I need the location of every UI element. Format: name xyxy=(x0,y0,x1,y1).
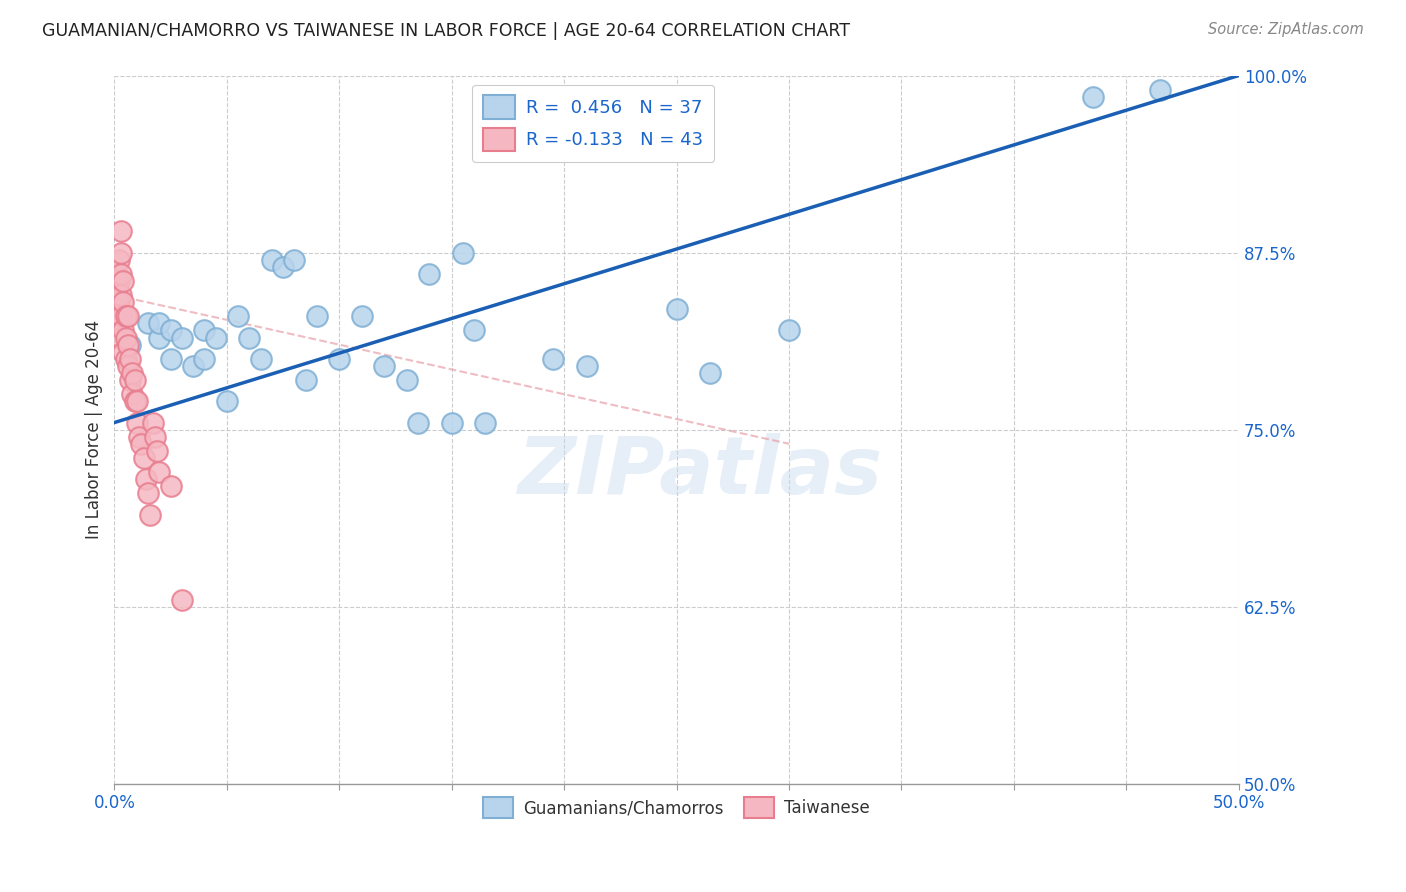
Point xyxy=(159,351,181,366)
Point xyxy=(193,323,215,337)
Point xyxy=(778,323,800,337)
Legend: Guamanians/Chamorros, Taiwanese: Guamanians/Chamorros, Taiwanese xyxy=(477,790,876,825)
Text: GUAMANIAN/CHAMORRO VS TAIWANESE IN LABOR FORCE | AGE 20-64 CORRELATION CHART: GUAMANIAN/CHAMORRO VS TAIWANESE IN LABOR… xyxy=(42,22,851,40)
Point xyxy=(117,337,139,351)
Point xyxy=(112,323,135,337)
Point xyxy=(699,366,721,380)
Point xyxy=(112,295,135,310)
Point xyxy=(110,310,132,324)
Point xyxy=(1081,89,1104,103)
Point xyxy=(120,351,142,366)
Point xyxy=(121,387,143,401)
Text: ZIPatlas: ZIPatlas xyxy=(516,434,882,511)
Point xyxy=(215,394,238,409)
Point xyxy=(131,437,153,451)
Point xyxy=(148,465,170,479)
Point xyxy=(440,416,463,430)
Point xyxy=(120,337,142,351)
Point xyxy=(128,430,150,444)
Point xyxy=(110,267,132,281)
Point xyxy=(260,252,283,267)
Point xyxy=(121,366,143,380)
Point xyxy=(108,295,131,310)
Point xyxy=(159,323,181,337)
Point xyxy=(148,317,170,331)
Point xyxy=(204,330,226,344)
Point xyxy=(294,373,316,387)
Point xyxy=(139,508,162,522)
Point xyxy=(350,310,373,324)
Point xyxy=(105,302,128,317)
Y-axis label: In Labor Force | Age 20-64: In Labor Force | Age 20-64 xyxy=(86,320,103,539)
Point xyxy=(143,430,166,444)
Point xyxy=(146,443,169,458)
Point xyxy=(373,359,395,373)
Point xyxy=(305,310,328,324)
Point xyxy=(108,274,131,288)
Point xyxy=(125,416,148,430)
Point xyxy=(226,310,249,324)
Point xyxy=(170,592,193,607)
Point xyxy=(665,302,688,317)
Point xyxy=(159,479,181,493)
Point xyxy=(112,344,135,359)
Point xyxy=(105,288,128,302)
Point xyxy=(474,416,496,430)
Point xyxy=(406,416,429,430)
Point xyxy=(110,330,132,344)
Point xyxy=(238,330,260,344)
Point xyxy=(110,245,132,260)
Point xyxy=(136,317,159,331)
Point xyxy=(395,373,418,387)
Point xyxy=(193,351,215,366)
Point xyxy=(110,288,132,302)
Point xyxy=(114,310,136,324)
Point xyxy=(124,373,146,387)
Point xyxy=(170,330,193,344)
Point xyxy=(108,317,131,331)
Text: Source: ZipAtlas.com: Source: ZipAtlas.com xyxy=(1208,22,1364,37)
Point xyxy=(124,394,146,409)
Point xyxy=(112,274,135,288)
Point xyxy=(463,323,485,337)
Point xyxy=(283,252,305,267)
Point xyxy=(136,486,159,500)
Point xyxy=(451,245,474,260)
Point xyxy=(418,267,440,281)
Point xyxy=(125,394,148,409)
Point xyxy=(114,330,136,344)
Point xyxy=(110,224,132,238)
Point xyxy=(117,359,139,373)
Point xyxy=(328,351,350,366)
Point xyxy=(132,450,155,465)
Point xyxy=(105,267,128,281)
Point xyxy=(249,351,271,366)
Point xyxy=(117,310,139,324)
Point xyxy=(271,260,294,274)
Point xyxy=(114,351,136,366)
Point xyxy=(575,359,598,373)
Point xyxy=(135,472,157,486)
Point xyxy=(108,252,131,267)
Point xyxy=(181,359,204,373)
Point xyxy=(120,373,142,387)
Point xyxy=(142,416,165,430)
Point xyxy=(148,330,170,344)
Point xyxy=(541,351,564,366)
Point xyxy=(1149,83,1171,97)
